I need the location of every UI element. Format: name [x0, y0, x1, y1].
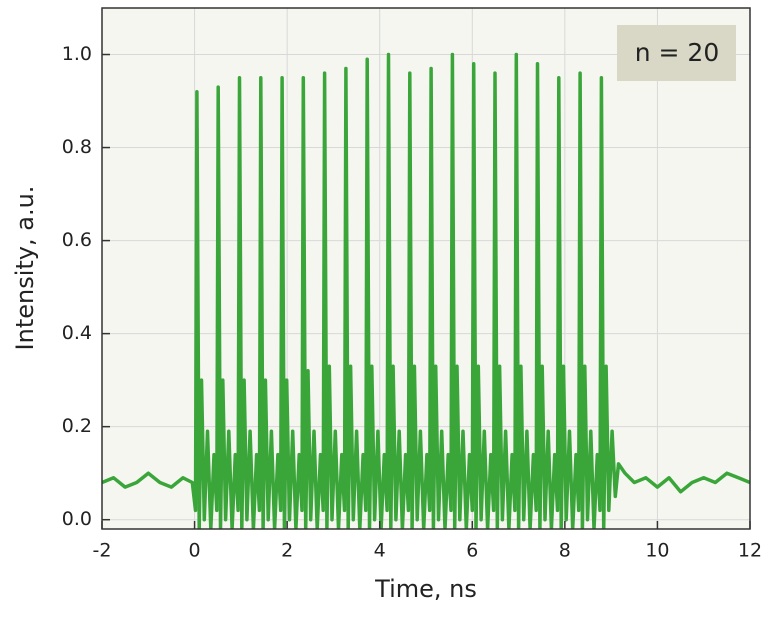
x-tick-label: 10: [645, 540, 669, 562]
plot-area: [102, 8, 750, 529]
annotation: n = 20: [635, 38, 720, 67]
y-tick-label: 0.4: [62, 322, 92, 344]
y-tick-label: 0.6: [62, 229, 92, 251]
x-tick-label: 8: [559, 540, 571, 562]
x-tick-label: 0: [189, 540, 201, 562]
x-tick-label: -2: [93, 540, 112, 562]
x-tick-label: 4: [374, 540, 386, 562]
x-axis-label: Time, ns: [374, 575, 477, 603]
plot-frame: [101, 7, 751, 530]
y-tick-label: 1.0: [62, 43, 92, 65]
y-tick-label: 0.8: [62, 136, 92, 158]
x-tick-label: 6: [466, 540, 478, 562]
x-tick-label: 2: [281, 540, 293, 562]
annotation-box: [617, 25, 736, 81]
y-tick-label: 0.2: [62, 415, 92, 437]
signal-line: [102, 52, 750, 529]
x-tick-label: 12: [738, 540, 762, 562]
y-axis-label: Intensity, a.u.: [11, 186, 39, 351]
y-tick-label: 0.0: [62, 508, 92, 530]
